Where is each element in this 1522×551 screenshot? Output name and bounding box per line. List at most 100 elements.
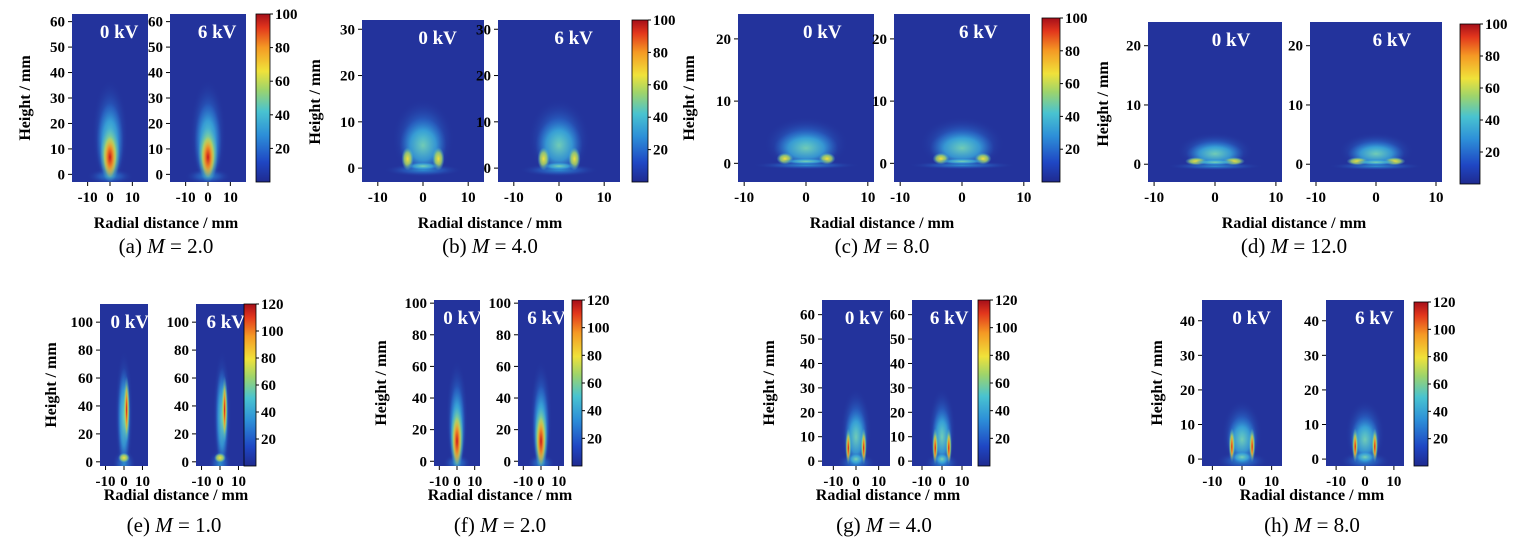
colorbar-tick-label: 100 bbox=[1065, 11, 1088, 27]
y-tick-label: 80 bbox=[496, 328, 511, 344]
y-tick-label: 20 bbox=[890, 405, 905, 421]
colorbar-tick-label: 80 bbox=[995, 348, 1010, 364]
y-tick-label: 40 bbox=[800, 356, 815, 372]
x-tick-label: -10 bbox=[96, 474, 116, 490]
x-tick-label: 0 bbox=[938, 474, 946, 490]
x-tick-label: 10 bbox=[223, 190, 238, 206]
x-tick-label: 10 bbox=[461, 190, 476, 206]
y-tick-label: 20 bbox=[800, 405, 815, 421]
colorbar-tick-label: 40 bbox=[653, 110, 668, 126]
y-tick-label: 0 bbox=[156, 167, 164, 183]
panel-label: 6 kV bbox=[198, 22, 237, 43]
y-tick-label: 20 bbox=[1304, 383, 1319, 399]
colorbar-tick-label: 60 bbox=[1433, 377, 1448, 393]
y-tick-label: 0 bbox=[1134, 157, 1142, 173]
flame-bridge bbox=[1353, 450, 1377, 464]
y-tick-label: 10 bbox=[1180, 418, 1195, 434]
x-tick-label: 10 bbox=[551, 474, 566, 490]
flame-bridge bbox=[934, 452, 950, 466]
flame-bridge bbox=[782, 158, 830, 165]
panel-label: 6 kV bbox=[206, 312, 245, 333]
colorbar-tick-label: 80 bbox=[1433, 350, 1448, 366]
x-tick-label: 0 bbox=[1211, 190, 1219, 206]
panel-caption: (a) M = 2.0 bbox=[119, 234, 214, 258]
x-tick-label: 0 bbox=[537, 474, 545, 490]
x-axis-label: Radial distance / mm bbox=[94, 215, 239, 232]
flame-core bbox=[846, 433, 850, 462]
colorbar-b: 20 40 60 80 100 bbox=[631, 13, 676, 183]
panel-label: 0 kV bbox=[803, 22, 842, 43]
x-tick-label: 10 bbox=[871, 474, 886, 490]
x-tick-label: 10 bbox=[125, 190, 140, 206]
colorbar-tick-label: 100 bbox=[1485, 17, 1508, 33]
panel-label: 0 kV bbox=[100, 22, 139, 43]
flame-core bbox=[124, 384, 129, 435]
x-tick-label: 0 bbox=[1372, 190, 1380, 206]
colorbar-tick-label: 80 bbox=[261, 351, 276, 367]
x-tick-label: 0 bbox=[555, 190, 563, 206]
colorbar-tick-label: 40 bbox=[1433, 404, 1448, 420]
x-tick-label: 0 bbox=[1238, 474, 1246, 490]
panel-label: 0 kV bbox=[1212, 30, 1251, 51]
y-tick-label: 20 bbox=[1126, 39, 1141, 55]
y-tick-label: 60 bbox=[412, 359, 427, 375]
colorbar-tick-label: 60 bbox=[587, 376, 602, 392]
y-tick-label: 10 bbox=[872, 94, 887, 110]
flame-core bbox=[536, 416, 546, 466]
y-tick-label: 10 bbox=[1304, 418, 1319, 434]
y-tick-label: 10 bbox=[340, 115, 355, 131]
x-tick-label: 10 bbox=[1268, 190, 1283, 206]
flame-bridge bbox=[938, 158, 986, 165]
flame-mark bbox=[442, 359, 472, 466]
colorbar-tick-label: 40 bbox=[275, 108, 290, 124]
colorbar-tick-label: 100 bbox=[275, 7, 298, 23]
panel-label: 0 kV bbox=[845, 308, 884, 329]
x-axis-label: Radial distance / mm bbox=[810, 215, 955, 232]
y-tick-label: 50 bbox=[800, 332, 815, 348]
panel-caption: (f) M = 2.0 bbox=[454, 513, 546, 537]
y-tick-label: 0 bbox=[182, 455, 190, 471]
x-tick-label: 10 bbox=[1429, 190, 1444, 206]
panel-a-1: 6 kV -10 0 10 0 10 20 30 40 50 60 bbox=[148, 14, 246, 206]
flame-core bbox=[222, 384, 227, 435]
x-tick-label: -10 bbox=[78, 190, 98, 206]
y-tick-label: 20 bbox=[78, 427, 93, 443]
y-tick-label: 30 bbox=[50, 91, 65, 107]
y-axis-label: Height / mm bbox=[681, 55, 698, 141]
y-tick-label: 20 bbox=[148, 116, 163, 132]
panel-label: 6 kV bbox=[930, 308, 969, 329]
colorbar-tick-label: 60 bbox=[1065, 77, 1080, 93]
panel-label: 0 kV bbox=[418, 28, 457, 49]
colorbar-tick-label: 40 bbox=[587, 404, 602, 420]
y-tick-label: 20 bbox=[872, 32, 887, 48]
colorbar-tick-label: 20 bbox=[1433, 432, 1448, 448]
colorbar-a: 20 40 60 80 100 bbox=[255, 7, 298, 183]
flame-mark bbox=[208, 349, 232, 466]
panel-caption: (d) M = 12.0 bbox=[1241, 234, 1347, 258]
panel-a-0: 0 kV -10 0 10 0 10 20 30 40 50 60 bbox=[50, 14, 148, 206]
x-tick-label: 0 bbox=[419, 190, 427, 206]
colorbar-f: 20 40 60 80 100 120 bbox=[571, 293, 610, 467]
y-tick-label: 60 bbox=[148, 15, 163, 31]
x-tick-label: -10 bbox=[504, 190, 524, 206]
colorbar-bar bbox=[243, 303, 257, 467]
flame-bridge bbox=[1193, 159, 1237, 166]
panel-label: 6 kV bbox=[1355, 308, 1394, 329]
colorbar-bar bbox=[571, 299, 583, 467]
panel-caption: (h) M = 8.0 bbox=[1264, 513, 1360, 537]
x-tick-label: -10 bbox=[912, 474, 932, 490]
flame-bridge bbox=[405, 162, 441, 171]
panel-g-1: 6 kV -10 0 10 0 10 20 30 40 50 60 bbox=[890, 300, 972, 490]
flame-mark bbox=[86, 79, 134, 182]
y-tick-label: 0 bbox=[1312, 452, 1320, 468]
colorbar-tick-label: 60 bbox=[995, 376, 1010, 392]
x-axis-label: Radial distance / mm bbox=[1222, 215, 1367, 232]
x-tick-label: -10 bbox=[368, 190, 388, 206]
flame-mark bbox=[751, 116, 861, 171]
y-tick-label: 100 bbox=[167, 315, 190, 331]
colorbar-tick-label: 20 bbox=[587, 431, 602, 447]
colorbar-tick-label: 60 bbox=[653, 78, 668, 94]
